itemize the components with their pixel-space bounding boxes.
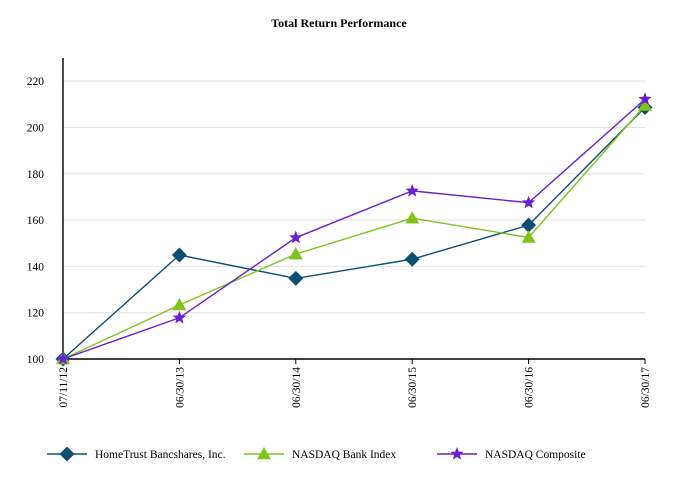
data-point bbox=[172, 298, 187, 311]
y-tick-label: 160 bbox=[27, 215, 45, 227]
series-line bbox=[62, 105, 646, 360]
data-point bbox=[171, 247, 187, 263]
data-point bbox=[405, 183, 419, 197]
data-point bbox=[172, 310, 187, 324]
legend-marker bbox=[59, 446, 75, 462]
y-tick-label: 220 bbox=[27, 76, 45, 88]
x-tick-label: 06/30/13 bbox=[174, 367, 186, 408]
series-1 bbox=[56, 98, 652, 365]
legend-item: NASDAQ Bank Index bbox=[244, 447, 396, 461]
legend-label: NASDAQ Bank Index bbox=[292, 449, 396, 461]
y-tick-label: 100 bbox=[27, 354, 45, 366]
x-tick-label: 07/11/12 bbox=[58, 367, 70, 408]
legend: HomeTrust Bancshares, Inc. NASDAQ Bank In… bbox=[47, 446, 586, 462]
data-point bbox=[521, 230, 536, 243]
legend-label: HomeTrust Bancshares, Inc. bbox=[95, 449, 226, 461]
legend-marker bbox=[257, 447, 271, 460]
axes bbox=[62, 58, 646, 364]
series-0 bbox=[55, 100, 653, 367]
x-tick-label: 06/30/14 bbox=[291, 367, 303, 408]
legend-marker bbox=[450, 447, 464, 460]
y-tick-labels: 100 120 140 160 180 200 220 bbox=[27, 76, 45, 366]
series-2 bbox=[56, 92, 652, 365]
y-tick-label: 140 bbox=[27, 261, 45, 273]
data-point bbox=[405, 211, 420, 224]
data-point bbox=[56, 352, 70, 365]
chart-title: Total Return Performance bbox=[271, 16, 407, 30]
y-tick-label: 180 bbox=[27, 169, 45, 181]
data-point bbox=[638, 92, 652, 105]
x-tick-labels: 07/11/12 06/30/13 06/30/14 06/30/15 06/30/16… bbox=[58, 367, 652, 408]
data-point bbox=[521, 217, 537, 233]
data-point bbox=[289, 230, 303, 244]
legend-item: NASDAQ Composite bbox=[437, 447, 586, 461]
legend-item: HomeTrust Bancshares, Inc. bbox=[47, 446, 226, 462]
gridlines bbox=[63, 80, 645, 314]
x-tick-label: 06/30/16 bbox=[524, 367, 536, 408]
series-group bbox=[55, 92, 653, 367]
data-point bbox=[638, 98, 652, 111]
y-tick-label: 120 bbox=[27, 308, 45, 320]
y-tick-label: 200 bbox=[27, 122, 45, 134]
data-point bbox=[288, 247, 303, 260]
series-line bbox=[62, 98, 646, 360]
series-line bbox=[62, 107, 646, 360]
data-point bbox=[521, 195, 536, 209]
data-point bbox=[404, 251, 420, 267]
x-tick-label: 06/30/17 bbox=[640, 367, 652, 408]
data-point bbox=[288, 270, 304, 286]
x-tick-label: 06/30/15 bbox=[407, 367, 419, 408]
legend-label: NASDAQ Composite bbox=[485, 449, 586, 461]
